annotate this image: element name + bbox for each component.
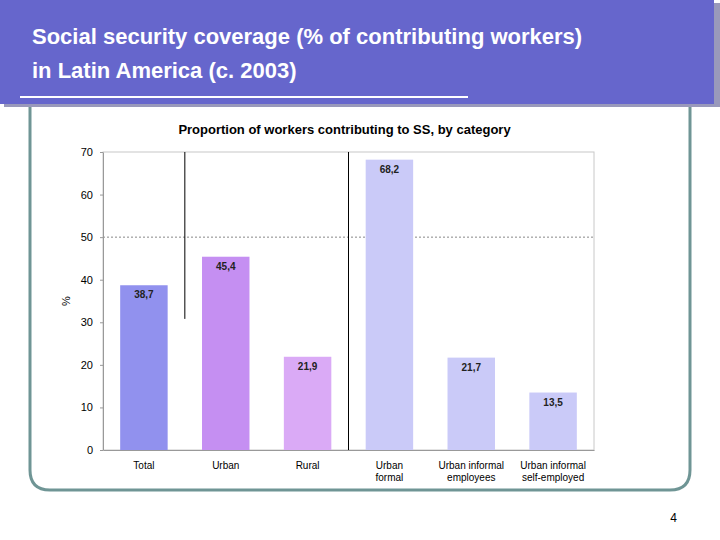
y-axis: 0 10 20 30 40 50 60 70 [81,146,104,456]
y-tick-label: 10 [81,401,93,413]
y-tick-mark [100,365,103,366]
data-label: 45,4 [216,261,236,272]
y-tick-label: 60 [81,189,93,201]
header-underline [20,96,468,98]
x-tick-label: Total [133,460,154,471]
x-axis: Total Urban Rural Urbanformal Urban informal… [104,451,595,483]
y-tick-label: 40 [81,274,93,286]
x-tick-label: Urban informalemployees [438,460,504,483]
y-tick-mark [100,322,103,323]
y-tick-label: 50 [81,231,93,243]
y-tick: 10 [81,401,103,413]
plot-frame [103,152,594,450]
x-tick-label: Urbanformal [376,460,404,483]
data-label: 21,7 [462,362,482,373]
y-tick-mark [100,450,103,451]
y-tick: 70 [81,146,103,158]
header-bar [0,0,714,104]
x-tick: Urbanformal [376,460,404,483]
x-tick: Urban informalemployees [438,460,504,483]
y-tick-label: 70 [81,146,93,158]
x-tick-label: Rural [296,460,320,471]
y-tick: 50 [81,231,103,243]
x-tick: Urban informalself-employed [520,460,586,483]
chart-background [60,110,605,488]
data-label: 68,2 [380,164,400,175]
y-axis-line [103,153,104,451]
bar [448,358,495,450]
separator-line [184,152,185,319]
x-tick: Rural [296,460,320,471]
page-number: 4 [670,511,677,525]
x-axis-line [104,450,595,451]
x-tick-label: Urban [212,460,239,471]
y-tick-label: 30 [81,316,93,328]
y-tick: 30 [81,316,103,328]
data-label: 38,7 [134,289,154,300]
bars [120,160,577,450]
bar [120,285,167,450]
bar [202,257,249,450]
y-tick-label: 20 [81,359,93,371]
y-tick: 20 [81,359,103,371]
y-axis-title: % [60,296,72,306]
bar [529,393,576,450]
x-tick: Urban [212,460,239,471]
y-tick-mark [100,237,103,238]
bar [366,160,413,450]
y-tick-label: 0 [87,444,93,456]
y-tick-mark [100,407,103,408]
y-tick-mark [100,152,103,153]
slide-title: Social security coverage (% of contribut… [32,24,582,83]
slide-frame [30,100,690,490]
y-tick: 0 [87,444,103,456]
data-labels: 38,7 45,4 21,9 68,2 21,7 13,5 [134,164,563,408]
data-label: 13,5 [543,397,563,408]
bar [284,357,331,450]
chart-title: Proportion of workers contributing to SS… [178,122,511,137]
separator-line [348,152,349,450]
y-tick-mark [100,195,103,196]
x-tick: Total [133,460,154,471]
slide: Social security coverage (% of contribut… [0,0,720,540]
x-tick-label: Urban informalself-employed [520,460,586,483]
y-tick-mark [100,280,103,281]
y-tick: 40 [81,274,103,286]
data-label: 21,9 [298,361,318,372]
y-tick: 60 [81,189,103,201]
